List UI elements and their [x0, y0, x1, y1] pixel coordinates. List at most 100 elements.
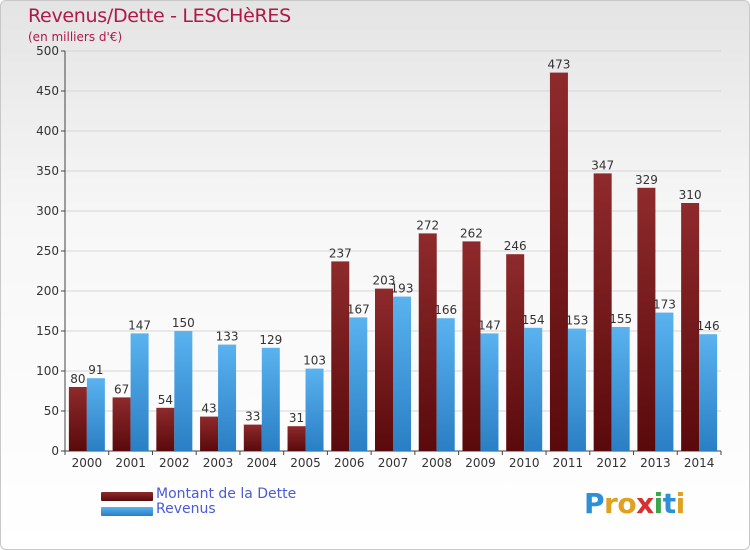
- x-tick-label: 2003: [203, 456, 234, 470]
- data-label-revenue: 150: [172, 316, 195, 330]
- y-tick-label: 200: [36, 284, 59, 298]
- data-label-revenue: 147: [478, 318, 501, 332]
- bar-revenue: [305, 368, 324, 451]
- logo-letter: r: [604, 487, 618, 520]
- bar-debt: [462, 241, 481, 451]
- data-label-revenue: 173: [653, 298, 676, 312]
- x-tick-label: 2014: [684, 456, 715, 470]
- logo-letter: i: [675, 487, 686, 520]
- axes: 0 50 100 150 200 250 300 350 400 450 500 2000 2001 20…: [36, 44, 722, 470]
- logo-letter: P: [584, 487, 605, 520]
- bar-revenue: [393, 296, 411, 451]
- x-tick-label: 2012: [596, 456, 627, 470]
- data-label-revenue: 91: [88, 363, 103, 377]
- y-tick-label: 150: [36, 324, 59, 338]
- data-label-revenue: 167: [347, 302, 370, 316]
- bar-debt: [593, 173, 612, 451]
- x-tick-label: 2005: [290, 456, 321, 470]
- bar-revenue: [611, 327, 630, 451]
- y-tick-label: 0: [51, 444, 59, 458]
- bar-revenue: [349, 317, 368, 451]
- legend-swatch-debt: [101, 492, 153, 501]
- bar-revenue: [130, 333, 149, 451]
- data-label-debt: 203: [373, 274, 396, 288]
- bar-debt: [375, 288, 393, 451]
- data-label-debt: 80: [70, 372, 85, 386]
- bar-debt: [287, 426, 306, 451]
- bar-debt: [112, 397, 131, 451]
- bar-debt: [200, 416, 219, 451]
- y-tick-label: 500: [36, 44, 59, 58]
- data-label-revenue: 146: [697, 319, 720, 333]
- proxiti-logo: Proxiti: [584, 487, 685, 520]
- data-label-debt: 237: [329, 246, 352, 260]
- bar-debt: [637, 187, 656, 452]
- bar-debt: [156, 407, 175, 451]
- bar-debt: [681, 203, 700, 451]
- bar-revenue: [567, 328, 586, 451]
- data-label-revenue: 155: [609, 312, 632, 326]
- bar-revenue: [699, 334, 718, 451]
- x-tick-label: 2001: [115, 456, 146, 470]
- bar-debt: [68, 387, 87, 451]
- data-label-debt: 246: [504, 239, 527, 253]
- data-label-revenue: 193: [391, 282, 414, 296]
- bar-debt: [549, 72, 568, 451]
- legend-label-debt: Montant de la Dette: [156, 486, 297, 502]
- y-tick-label: 350: [36, 164, 59, 178]
- logo-letter: x: [636, 487, 654, 520]
- data-label-debt: 33: [245, 410, 260, 424]
- bar-debt: [418, 233, 437, 451]
- bar-revenue: [218, 344, 237, 451]
- data-label-revenue: 133: [216, 330, 239, 344]
- y-tick-label: 400: [36, 124, 59, 138]
- y-tick-label: 250: [36, 244, 59, 258]
- bar-revenue: [86, 378, 105, 451]
- data-label-debt: 67: [114, 382, 129, 396]
- data-label-revenue: 147: [128, 318, 151, 332]
- bar-revenue: [524, 327, 543, 451]
- x-tick-label: 2008: [421, 456, 452, 470]
- bar-debt: [243, 424, 262, 451]
- y-tick-label: 100: [36, 364, 59, 378]
- bar-revenue: [436, 318, 455, 451]
- chart-title: Revenus/Dette - LESCHèRES: [28, 5, 291, 27]
- data-label-revenue: 153: [565, 314, 588, 328]
- x-tick-label: 2010: [509, 456, 540, 470]
- x-tick-label: 2011: [553, 456, 584, 470]
- x-tick-label: 2009: [465, 456, 496, 470]
- bar-debt: [506, 254, 525, 451]
- logo-letter: i: [653, 487, 664, 520]
- data-label-debt: 31: [289, 411, 304, 425]
- bar-revenue: [480, 333, 499, 451]
- y-tick-label: 300: [36, 204, 59, 218]
- x-tick-label: 2013: [640, 456, 671, 470]
- x-tick-label: 2006: [334, 456, 365, 470]
- data-label-debt: 473: [547, 58, 570, 72]
- bar-revenue: [655, 312, 674, 451]
- legend-swatch-revenue: [101, 507, 153, 516]
- x-tick-label: 2007: [378, 456, 409, 470]
- data-label-debt: 54: [158, 393, 173, 407]
- logo-letter: o: [617, 487, 637, 520]
- data-label-revenue: 129: [259, 333, 282, 347]
- data-label-debt: 310: [679, 188, 702, 202]
- y-tick-label: 450: [36, 84, 59, 98]
- data-label-debt: 347: [591, 158, 614, 172]
- data-label-debt: 329: [635, 173, 658, 187]
- data-label-debt: 262: [460, 226, 483, 240]
- bar-debt: [331, 261, 350, 451]
- data-label-revenue: 154: [522, 313, 545, 327]
- legend-label-revenue: Revenus: [156, 501, 216, 517]
- data-label-revenue: 166: [434, 303, 457, 317]
- data-label-debt: 43: [201, 402, 216, 416]
- data-label-revenue: 103: [303, 354, 326, 368]
- x-tick-label: 2002: [159, 456, 190, 470]
- bar-revenue: [261, 347, 280, 451]
- bar-revenue: [174, 331, 193, 451]
- x-tick-label: 2004: [247, 456, 278, 470]
- chart-subtitle: (en milliers d'€): [28, 30, 123, 44]
